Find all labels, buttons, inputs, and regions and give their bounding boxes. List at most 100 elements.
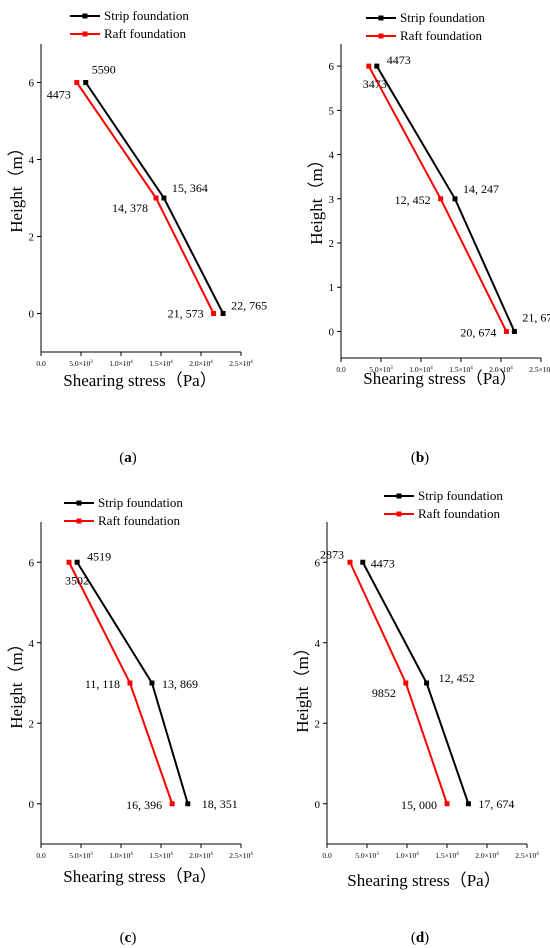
x-tick-label: 2.0×104	[489, 365, 513, 374]
x-tick-label: 1.0×104	[109, 359, 133, 368]
raft-series-line	[75, 81, 215, 314]
strip-data-point	[149, 680, 155, 686]
y-tick-label: 3	[329, 194, 335, 206]
legend-raft-marker	[82, 31, 88, 37]
y-tick-label: 5	[329, 105, 335, 117]
y-axis-label: Height（m）	[7, 139, 26, 233]
legend-raft-label: Raft foundation	[104, 26, 186, 41]
strip-data-point	[74, 559, 80, 565]
y-tick-label: 4	[329, 150, 335, 162]
y-tick-label: 0	[329, 326, 335, 338]
y-tick-label: 2	[315, 718, 321, 730]
raft-data-point	[153, 195, 159, 201]
y-tick-label: 6	[315, 557, 321, 569]
x-tick-label: 1.0×104	[409, 365, 433, 374]
data-label: 16, 396	[126, 798, 162, 812]
legend-strip-label: Strip foundation	[98, 495, 183, 510]
y-tick-label: 2	[29, 718, 35, 730]
data-label: 13, 869	[162, 677, 198, 691]
data-label: 2873	[320, 547, 344, 561]
legend-raft-label: Raft foundation	[418, 506, 500, 521]
strip-data-point	[452, 196, 458, 202]
data-label: 15, 000	[401, 798, 437, 812]
data-label: 20, 674	[460, 325, 496, 339]
legend: Strip foundation Raft foundation	[384, 488, 503, 521]
chart-panel-d: Height（m） Shearing stress（Pa） Strip foun…	[293, 488, 539, 946]
x-tick-label: 0.0	[36, 851, 46, 860]
strip-data-point	[220, 311, 226, 316]
x-tick-label: 1.0×104	[109, 851, 133, 860]
legend: Strip foundation Raft foundation	[366, 10, 485, 43]
panel-caption: (a)	[119, 450, 137, 466]
raft-data-point	[444, 801, 450, 807]
strip-data-point	[185, 801, 191, 807]
data-label: 12, 452	[395, 193, 431, 207]
x-axis-label: Shearing stress（Pa）	[63, 867, 216, 886]
raft-data-point	[347, 559, 353, 565]
raft-data-point	[169, 801, 175, 807]
y-tick-label: 2	[29, 232, 35, 244]
data-label: 3473	[363, 77, 387, 91]
y-axis-label: Height（m）	[7, 635, 26, 729]
strip-data-point	[83, 80, 89, 85]
x-tick-label: 2.0×104	[189, 851, 213, 860]
panel-caption: (d)	[411, 930, 429, 946]
data-label: 4473	[387, 53, 411, 67]
x-tick-label: 1.5×104	[149, 359, 173, 368]
y-tick-label: 0	[29, 799, 35, 811]
data-label: 4473	[47, 88, 71, 102]
y-tick-label: 4	[315, 638, 321, 650]
chart-panel-b: Height（m） Shearing stress（Pa） Strip foun…	[307, 10, 550, 466]
data-label: 9852	[372, 686, 396, 700]
panel-caption: (c)	[120, 930, 137, 946]
raft-series-line	[349, 561, 448, 805]
strip-data-point	[374, 63, 380, 69]
strip-data-point	[360, 559, 366, 565]
data-label: 15, 364	[172, 181, 208, 195]
legend-raft-marker	[76, 518, 82, 524]
legend-raft-marker	[378, 33, 384, 39]
chart-panel-a: Height（m） Shearing stress（Pa） Strip foun…	[7, 8, 267, 466]
raft-data-point	[66, 559, 72, 565]
y-tick-label: 6	[29, 557, 35, 569]
data-label: 14, 247	[463, 182, 499, 196]
x-tick-label: 0.0	[336, 365, 346, 374]
x-tick-label: 1.5×104	[449, 365, 473, 374]
x-tick-label: 5.0×103	[69, 359, 93, 368]
x-tick-label: 1.5×104	[435, 851, 459, 860]
x-tick-label: 5.0×103	[355, 851, 379, 860]
legend-raft-label: Raft foundation	[98, 513, 180, 528]
y-tick-label: 1	[329, 282, 335, 294]
data-label: 14, 378	[112, 201, 148, 215]
data-label: 17, 674	[478, 797, 514, 811]
strip-data-point	[465, 801, 471, 807]
x-tick-label: 2.0×104	[189, 359, 213, 368]
raft-data-point	[74, 80, 80, 85]
legend-strip-marker	[82, 13, 88, 19]
raft-data-point	[403, 680, 409, 686]
x-tick-label: 1.0×104	[395, 851, 419, 860]
y-tick-label: 6	[29, 78, 35, 90]
raft-data-point	[366, 63, 372, 69]
data-label: 4519	[87, 549, 111, 563]
y-tick-label: 0	[315, 799, 321, 811]
data-label: 12, 452	[439, 671, 475, 685]
raft-data-point	[438, 196, 444, 202]
panel-caption: (b)	[411, 450, 429, 466]
y-axis-label: Height（m）	[307, 151, 326, 245]
strip-data-point	[511, 328, 517, 334]
y-tick-label: 2	[329, 238, 335, 250]
y-tick-label: 6	[329, 61, 335, 73]
x-axis-label: Shearing stress（Pa）	[363, 369, 516, 388]
x-tick-label: 5.0×103	[369, 365, 393, 374]
raft-data-point	[211, 311, 217, 316]
x-tick-label: 2.5×104	[229, 359, 253, 368]
legend-strip-marker	[76, 500, 82, 506]
x-tick-label: 0.0	[36, 359, 46, 368]
chart-panel-c: Height（m） Shearing stress（Pa） Strip foun…	[7, 495, 253, 946]
y-tick-label: 4	[29, 638, 35, 650]
x-axis-label: Shearing stress（Pa）	[347, 871, 500, 890]
legend-raft-label: Raft foundation	[400, 28, 482, 43]
data-label: 4473	[371, 556, 395, 570]
